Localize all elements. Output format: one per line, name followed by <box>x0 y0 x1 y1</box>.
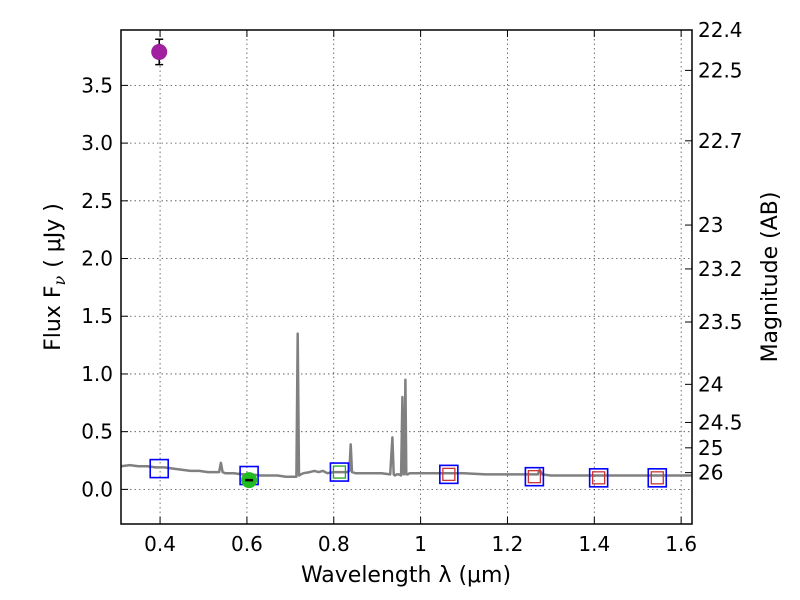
y-axis-label-left-flux: Flux F <box>41 286 66 351</box>
y-tick-label: 3.0 <box>81 131 113 155</box>
right-tick-label: 25 <box>698 436 723 460</box>
detection-point <box>151 43 168 60</box>
right-tick-label: 23.2 <box>698 257 743 281</box>
svg-text:Flux Fν( μJy ): Flux Fν ( μJy ) <box>41 203 69 351</box>
inner-photometry-marker <box>442 467 456 482</box>
ticks: 0.4 0.6 0.8 1 1.2 1.4 1.6 0.0 0.5 1.0 1.5 2.0 2.5 3.0… <box>81 18 742 556</box>
y-tick-label: 1.0 <box>81 362 113 386</box>
model-photometry-marker <box>149 458 170 479</box>
x-tick-label: 1.2 <box>492 532 524 556</box>
x-axis-label: Wavelength λ (μm) <box>301 563 511 588</box>
plot-area <box>120 38 692 489</box>
model-photometry-marker <box>524 466 545 487</box>
y-tick-label: 0.0 <box>81 477 113 501</box>
right-tick-label: 22.5 <box>698 58 743 82</box>
x-tick-label: 1.4 <box>578 532 610 556</box>
inner-photometry-marker <box>332 465 347 479</box>
y-tick-label: 1.5 <box>81 304 113 328</box>
x-tick-label: 0.4 <box>144 532 176 556</box>
right-tick-label: 26 <box>698 461 723 485</box>
spectrum-line <box>120 332 692 478</box>
right-tick-label: 24.5 <box>698 410 743 434</box>
y-tick-label: 3.5 <box>81 73 113 97</box>
y-tick-label: 2.5 <box>81 189 113 213</box>
model-photometry-marker <box>647 468 668 488</box>
y-axis-label-left-subscript: ν <box>50 276 69 286</box>
right-tick-label: 22.7 <box>698 129 743 153</box>
y-axis-label-right: Magnitude (AB) <box>758 192 783 363</box>
x-tick-label: 0.8 <box>318 532 350 556</box>
inner-photometry-marker <box>591 471 606 485</box>
model-photometry-marker <box>439 464 459 485</box>
right-tick-label: 23.5 <box>698 310 743 334</box>
model-photometry-marker <box>588 468 609 488</box>
y-axis-label-left-unit: ( μJy ) <box>41 203 66 268</box>
y-tick-label: 2.0 <box>81 247 113 271</box>
inner-photometry-marker <box>650 471 664 485</box>
inner-photometry-marker <box>527 470 542 484</box>
x-tick-label: 1.6 <box>665 532 697 556</box>
y-tick-label: 0.5 <box>81 420 113 444</box>
right-tick-label: 22.4 <box>698 18 743 42</box>
right-tick-label: 23 <box>698 213 723 237</box>
grid <box>121 30 692 524</box>
right-tick-label: 24 <box>698 372 723 396</box>
x-tick-label: 1 <box>414 532 427 556</box>
model-photometry-marker <box>329 462 350 482</box>
plot-frame <box>120 29 693 525</box>
y-axis-label-left: Flux Fν ( μJy ) <box>41 203 69 351</box>
x-tick-label: 0.6 <box>231 532 263 556</box>
